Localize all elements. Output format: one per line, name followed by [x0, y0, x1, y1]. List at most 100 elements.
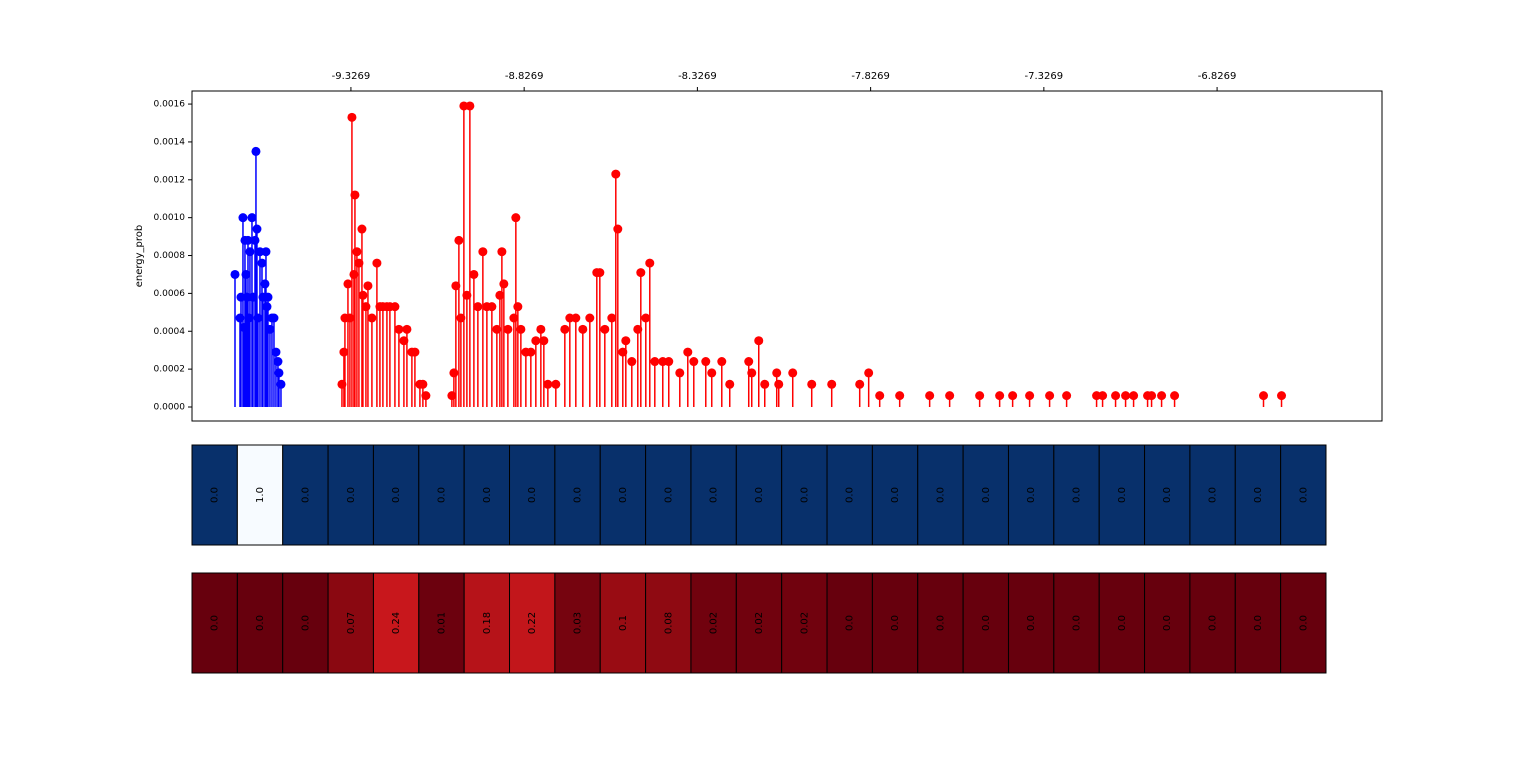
stem-marker [875, 391, 885, 401]
stem-marker [1259, 391, 1269, 401]
heat-label: 0.0 [709, 487, 720, 503]
stem-marker [509, 313, 519, 323]
stem-marker [925, 391, 935, 401]
stem-marker [1170, 391, 1180, 401]
heat-label: 0.02 [754, 612, 765, 634]
heat-frame [191, 572, 1327, 674]
stem-marker [343, 279, 353, 289]
stem-marker [707, 368, 717, 378]
stem-marker [1111, 391, 1121, 401]
stem-marker [807, 379, 817, 389]
y-tick-label: 0.0016 [154, 100, 186, 110]
heat-label: 0.0 [1072, 615, 1083, 631]
stem-marker [1025, 391, 1035, 401]
stem-marker [495, 290, 505, 300]
heat-label: 0.0 [1117, 487, 1128, 503]
heat-label: 0.0 [573, 487, 584, 503]
stem-marker [462, 290, 472, 300]
plot-frame [191, 90, 1383, 422]
heat-label: 0.0 [210, 487, 221, 503]
stem-marker [864, 368, 874, 378]
heat-cell [236, 444, 284, 546]
stem-marker [238, 213, 248, 223]
x-tick-label: -7.8269 [851, 71, 890, 82]
stem-marker [252, 224, 262, 234]
x-tick-label: -6.8269 [1198, 71, 1237, 82]
y-tick-label: 0.0010 [154, 213, 186, 223]
stem-marker [1121, 391, 1131, 401]
stem-marker [543, 379, 553, 389]
heat-label: 0.0 [1117, 615, 1128, 631]
stem-marker [235, 313, 245, 323]
stem-marker [511, 213, 521, 223]
stem-marker [361, 302, 371, 312]
stem-marker [1098, 391, 1108, 401]
stem-marker [372, 258, 382, 268]
stem-marker [633, 324, 643, 334]
heat-label: 0.0 [300, 615, 311, 631]
stem-marker [578, 324, 588, 334]
stem-marker [251, 146, 261, 156]
heat-frame [191, 444, 1327, 546]
stem-marker [1062, 391, 1072, 401]
stem-marker [347, 112, 357, 122]
stem-marker [418, 379, 428, 389]
heat-cell [690, 444, 737, 546]
heat-label: 0.0 [1162, 615, 1173, 631]
heat-cell [1007, 444, 1055, 546]
heat-label: 0.0 [210, 615, 221, 631]
heat-label: 0.02 [709, 612, 720, 634]
stem-marker [611, 169, 621, 179]
heat-label: 0.03 [573, 612, 584, 634]
stem-marker [260, 279, 270, 289]
stem-marker [402, 324, 412, 334]
stem-marker [487, 302, 497, 312]
stem-marker [645, 258, 655, 268]
stem-marker [469, 269, 479, 279]
heat-label: 0.24 [391, 612, 402, 634]
stem-marker [600, 324, 610, 334]
stem-marker [497, 247, 507, 257]
stem-marker [1157, 391, 1167, 401]
heat-label: 0.0 [300, 487, 311, 503]
heat-cell [1053, 444, 1100, 546]
stem-marker [975, 391, 985, 401]
stem-marker [421, 391, 431, 401]
heat-label: 0.0 [799, 487, 810, 503]
stem-marker [339, 347, 349, 357]
stem-marker [1129, 391, 1139, 401]
stem-marker [451, 281, 461, 291]
stem-marker [248, 292, 258, 302]
x-tick-label: -8.8269 [505, 71, 544, 82]
heat-label: 0.0 [346, 487, 357, 503]
heat-cell [463, 444, 511, 546]
y-tick-label: 0.0006 [154, 289, 186, 299]
stem-marker [354, 258, 364, 268]
stem-marker [995, 391, 1005, 401]
heat-cell [962, 444, 1009, 546]
stem-marker [230, 269, 240, 279]
stem-marker [536, 324, 546, 334]
heat-label: 0.0 [663, 487, 674, 503]
stem-marker [244, 313, 254, 323]
heat-label: 0.0 [1162, 487, 1173, 503]
stem-marker [595, 268, 605, 278]
heat-label: 0.1 [618, 615, 629, 631]
x-tick-label: -8.3269 [678, 71, 717, 82]
heat-label: 0.0 [618, 487, 629, 503]
heat-cell [554, 444, 601, 546]
stem-marker [499, 279, 509, 289]
stem-marker [772, 368, 782, 378]
heat-label: 0.0 [1208, 615, 1219, 631]
stem-marker [250, 235, 260, 245]
heat-label: 0.0 [845, 487, 856, 503]
stem-marker [675, 368, 685, 378]
stem-marker [269, 313, 279, 323]
heat-label: 0.08 [663, 612, 674, 634]
stem-marker [263, 292, 273, 302]
heat-label: 1.0 [255, 487, 266, 503]
heat-label: 0.0 [1026, 615, 1037, 631]
stem-marker [363, 281, 373, 291]
stem-marker [337, 379, 347, 389]
